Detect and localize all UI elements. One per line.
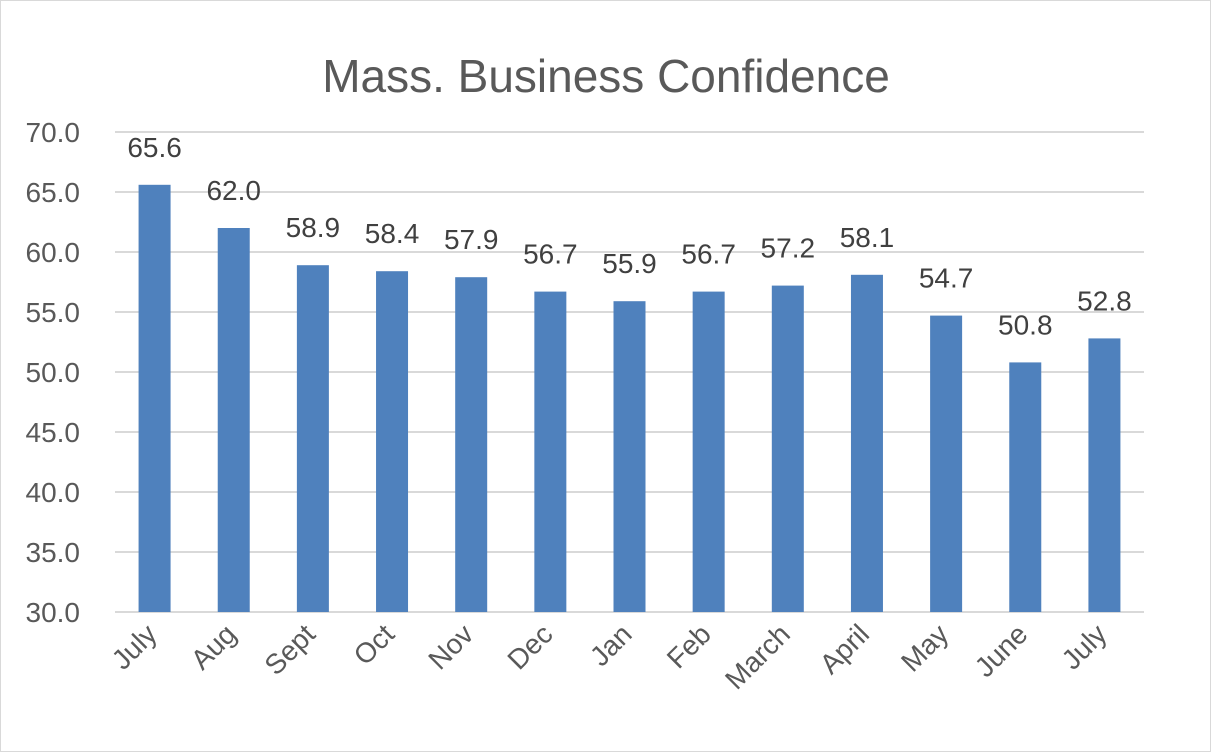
x-tick-label: April <box>814 618 876 680</box>
bar <box>930 315 963 612</box>
x-tick-label: Dec <box>501 618 558 675</box>
x-tick-label: July <box>1056 618 1113 675</box>
y-tick-label: 60.0 <box>26 237 81 268</box>
x-tick-label: June <box>969 618 1034 683</box>
bar <box>217 228 250 612</box>
data-label: 52.8 <box>1077 285 1132 316</box>
y-tick-label: 40.0 <box>26 477 81 508</box>
x-tick-label: Nov <box>422 618 479 675</box>
data-label: 62.0 <box>206 175 261 206</box>
x-tick-label: Jan <box>584 618 638 672</box>
data-labels: 65.6 62.0 58.9 58.4 57.9 56.7 55.9 56.7 57.2 58.1… <box>127 132 1131 341</box>
bar <box>771 285 804 612</box>
data-label: 58.4 <box>365 218 420 249</box>
data-label: 58.9 <box>286 212 341 243</box>
data-label: 50.8 <box>998 309 1053 340</box>
data-label: 56.7 <box>681 239 736 270</box>
data-label: 54.7 <box>919 263 974 294</box>
bar <box>850 274 883 612</box>
bar <box>296 265 329 612</box>
chart-title: Mass. Business Confidence <box>322 50 890 102</box>
data-label: 57.2 <box>761 233 816 264</box>
bar <box>613 301 646 612</box>
x-tick-label: Sept <box>258 618 321 681</box>
bar <box>692 291 725 612</box>
bar <box>1088 338 1121 612</box>
y-tick-label: 70.0 <box>26 117 81 148</box>
y-tick-label: 35.0 <box>26 537 81 568</box>
bars <box>138 184 1121 613</box>
bar <box>1009 362 1042 612</box>
y-tick-label: 65.0 <box>26 177 81 208</box>
x-tick-label: July <box>106 618 163 675</box>
y-tick-label: 45.0 <box>26 417 81 448</box>
y-tick-label: 50.0 <box>26 357 81 388</box>
bar <box>534 291 567 612</box>
x-axis-ticks: July Aug Sept Oct Nov Dec Jan Feb March April May J… <box>106 618 1113 695</box>
data-label: 57.9 <box>444 224 499 255</box>
y-axis-ticks: 30.0 35.0 40.0 45.0 50.0 55.0 60.0 65.0 70.0 <box>26 117 81 628</box>
y-tick-label: 30.0 <box>26 597 81 628</box>
x-tick-label: Oct <box>348 618 401 671</box>
data-label: 55.9 <box>602 248 657 279</box>
bar <box>376 271 409 612</box>
data-label: 65.6 <box>127 132 182 163</box>
bar <box>138 184 171 613</box>
data-label: 58.1 <box>840 222 895 253</box>
x-tick-label: Aug <box>185 618 242 675</box>
bar <box>455 277 488 612</box>
y-tick-label: 55.0 <box>26 297 81 328</box>
data-label: 56.7 <box>523 239 578 270</box>
x-tick-label: Feb <box>661 618 717 674</box>
x-tick-label: March <box>719 618 796 695</box>
x-tick-label: May <box>895 618 954 677</box>
